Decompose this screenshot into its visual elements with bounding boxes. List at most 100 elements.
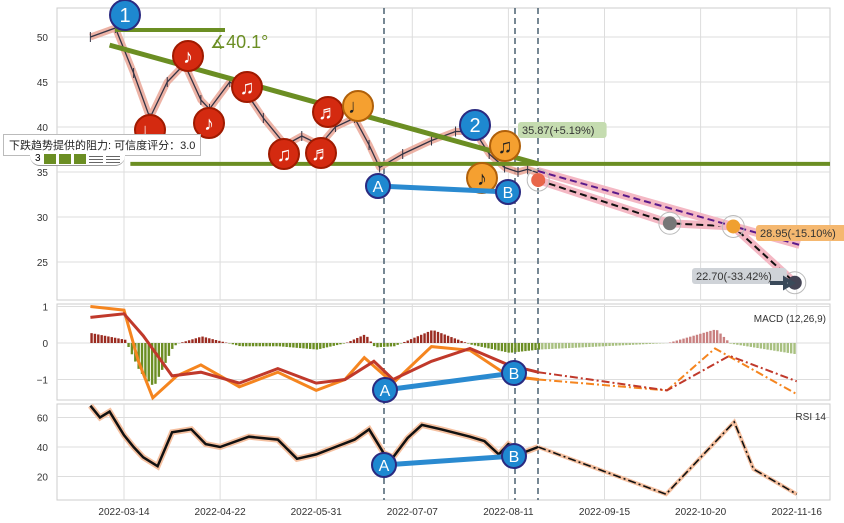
macd-histogram-bar — [433, 330, 436, 343]
macd-histogram-bar — [140, 343, 144, 374]
macd-histogram-bar — [551, 343, 554, 349]
forecast-point — [531, 173, 546, 188]
macd-histogram-bar — [208, 338, 211, 343]
macd-histogram-bar — [319, 343, 322, 349]
red-note-marker-label: ♪ — [183, 46, 193, 68]
macd-histogram-bar — [483, 343, 487, 348]
macd-histogram-bar — [90, 333, 93, 343]
rsi-tick-label: 40 — [37, 443, 49, 454]
red-note-marker — [268, 138, 300, 170]
macd-histogram-bar — [493, 343, 497, 350]
red-note-marker — [312, 96, 344, 128]
macd-histogram-bar — [554, 343, 557, 349]
macd-dif-line — [90, 305, 539, 401]
macd-histogram-bar — [571, 343, 574, 348]
macd-histogram-bar — [147, 343, 150, 382]
macd-histogram-bar — [779, 343, 783, 352]
macd-histogram-bar — [685, 337, 689, 343]
macd-histogram-bar — [544, 343, 547, 350]
wave-marker-2 — [459, 109, 491, 141]
macd-histogram-bar — [504, 343, 507, 352]
macd-histogram-bar — [773, 343, 776, 351]
y-tick-label: 50 — [37, 33, 49, 44]
target-label-3-bg — [692, 268, 787, 284]
macd-histogram-bar — [601, 343, 605, 347]
macd-histogram-bar — [362, 334, 366, 343]
macd-histogram-bar — [641, 343, 645, 345]
macd-marker-B — [501, 360, 527, 386]
macd-histogram-bar — [668, 342, 672, 343]
macd-histogram-bar — [746, 343, 749, 347]
macd-histogram-bar — [463, 342, 467, 343]
macd-histogram-bar — [453, 338, 457, 343]
macd-histogram-bar — [628, 343, 631, 345]
macd-histogram-bar — [268, 343, 272, 347]
macd-divergence-line — [384, 370, 515, 393]
macd-histogram-bar — [312, 343, 315, 350]
wave-marker-2-label: 2 — [469, 115, 480, 137]
y-tick-label: 40 — [37, 123, 49, 134]
macd-histogram-bar — [372, 343, 376, 347]
macd-histogram-bar — [618, 343, 621, 346]
forecast-point — [662, 216, 677, 231]
rsi-marker-label: B — [509, 449, 520, 466]
macd-histogram-bar — [440, 333, 443, 343]
macd-histogram-bar — [356, 337, 359, 343]
red-note-marker-label: ♪ — [204, 113, 214, 135]
macd-histogram-bar — [615, 343, 618, 346]
macd-histogram-bar — [557, 343, 561, 349]
macd-histogram-bar — [335, 343, 339, 346]
red-note-marker — [193, 107, 225, 139]
macd-histogram-bar — [564, 343, 568, 349]
macd-histogram-bar — [678, 339, 682, 343]
macd-histogram-bar — [631, 343, 635, 345]
macd-tick-label: 0 — [42, 339, 48, 350]
x-tick-label: 2022-07-07 — [387, 507, 439, 518]
macd-histogram-bar — [769, 343, 773, 351]
macd-histogram-bar — [487, 343, 490, 349]
macd-histogram-bar — [218, 340, 221, 343]
macd-histogram-bar — [191, 339, 194, 343]
rsi-forecast-line — [537, 420, 798, 496]
macd-histogram-bar — [561, 343, 564, 349]
macd-histogram-bar — [245, 343, 248, 347]
macd-histogram-bar — [578, 343, 581, 348]
macd-histogram-bar — [369, 341, 372, 343]
macd-histogram-bar — [167, 343, 171, 356]
macd-histogram-bar — [275, 343, 278, 347]
macd-histogram-bar — [359, 336, 362, 343]
y-tick-label: 30 — [37, 213, 49, 224]
target-label-2: 28.95(-15.10%) — [760, 228, 836, 240]
macd-histogram-bar — [393, 343, 396, 347]
rsi-title: RSI 14 — [795, 412, 826, 423]
macd-histogram-bar — [409, 339, 413, 343]
rsi-line — [89, 404, 539, 469]
macd-histogram-bar — [524, 343, 527, 352]
macd-histogram-bar — [477, 343, 480, 347]
orange-note-marker-label: ♪ — [477, 168, 487, 190]
macd-histogram-bar — [171, 343, 174, 349]
macd-histogram-bar — [403, 341, 406, 343]
macd-histogram-bar — [261, 343, 265, 347]
macd-histogram-bar — [682, 338, 685, 343]
macd-dea-line — [90, 312, 539, 385]
macd-histogram-bar — [160, 343, 164, 370]
target-label-3: 22.70(-33.42%) — [696, 271, 772, 283]
tooltip-text: 下跌趋势提供的阻力: 可信度评分：3.0 — [9, 140, 196, 152]
macd-histogram-bar — [292, 343, 295, 348]
macd-histogram-bar — [709, 330, 712, 343]
wave-marker-1-label: 1 — [119, 5, 130, 27]
macd-histogram-bar — [507, 343, 510, 353]
macd-histogram-bar — [332, 343, 335, 346]
macd-histogram-bar — [103, 335, 107, 343]
star-icon — [58, 153, 71, 164]
target-label-1: 35.87(+5.19%) — [522, 125, 594, 137]
macd-tick-label: −1 — [37, 376, 49, 387]
macd-histogram-bar — [204, 337, 208, 343]
macd-histogram-bar — [695, 334, 699, 343]
macd-histogram-bar — [584, 343, 588, 348]
macd-histogram-bar — [181, 342, 184, 343]
forecast-ring — [526, 168, 550, 192]
y-tick-label: 35 — [37, 168, 49, 179]
macd-histogram-bar — [756, 343, 759, 349]
